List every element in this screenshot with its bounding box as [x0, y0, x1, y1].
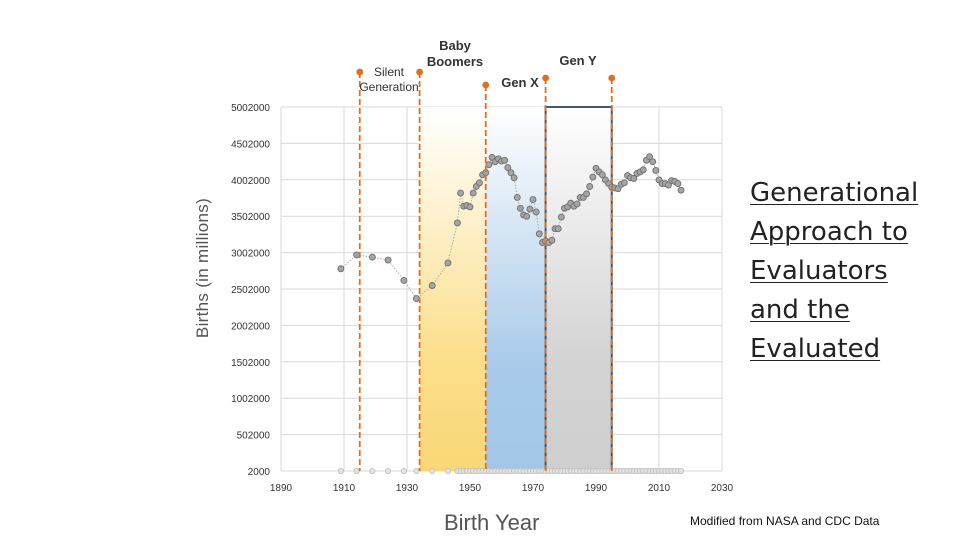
baseline-point [337, 467, 344, 474]
births-point [510, 174, 518, 182]
generation-label: Silent [374, 65, 405, 79]
x-tick-label: 1890 [270, 483, 293, 494]
x-tick-label: 2010 [648, 483, 671, 494]
divider-marker [356, 68, 364, 76]
slide-title-line: Evaluators [750, 256, 888, 286]
gen-x-band [485, 107, 546, 471]
births-point [368, 253, 376, 261]
y-tick-label: 3002000 [231, 249, 270, 260]
slide-title-line: Evaluated [750, 334, 881, 364]
births-point [485, 161, 493, 169]
births-point [554, 225, 562, 233]
births-point [400, 276, 408, 284]
baseline-point [444, 467, 451, 474]
births-point [646, 153, 653, 161]
x-tick-label: 1950 [459, 483, 482, 494]
births-point [677, 186, 685, 194]
baseline-point [413, 467, 420, 474]
births-point [674, 180, 682, 188]
baby-boomers-band [419, 107, 486, 471]
births-point [469, 189, 477, 197]
divider-marker [416, 68, 423, 76]
births-point [586, 183, 594, 190]
x-tick-label: 1970 [522, 483, 545, 494]
births-point [583, 190, 590, 198]
slide-title-line: Generational [750, 178, 919, 208]
y-tick-label: 2002000 [231, 321, 270, 332]
y-tick-label: 4502000 [231, 139, 270, 150]
births-point [516, 204, 524, 212]
baseline-point [678, 467, 685, 474]
baseline-point [429, 467, 436, 474]
births-point [532, 208, 540, 216]
births-point [523, 212, 531, 220]
x-axis-label: Birth Year [444, 510, 540, 535]
births-point [639, 166, 647, 174]
births-point [573, 200, 581, 208]
births-point [428, 282, 436, 289]
births-point [557, 213, 565, 221]
y-tick-label: 502000 [237, 431, 271, 442]
births-point [466, 203, 474, 211]
generation-label: Gen Y [559, 53, 597, 68]
births-point [384, 256, 392, 264]
baseline-point [369, 467, 376, 474]
y-tick-label: 1002000 [231, 394, 270, 405]
data-series [337, 153, 685, 474]
births-point [526, 205, 534, 213]
generation-label: Generation [359, 80, 418, 94]
gen-y-band [544, 106, 613, 472]
births-point [652, 167, 660, 174]
divider-marker [482, 81, 490, 89]
births-point [548, 236, 556, 244]
births-point [507, 169, 515, 177]
y-tick-label: 1502000 [231, 358, 270, 369]
y-axis-label: Births (in millions) [193, 197, 212, 339]
slide-title-line: Approach to [750, 217, 908, 247]
births-point [353, 251, 361, 259]
divider-marker [608, 74, 616, 82]
births-point [589, 173, 597, 181]
births-point [413, 295, 420, 303]
y-tick-label: 2000 [248, 467, 271, 478]
generation-label: Baby [439, 38, 472, 53]
generation-dividers [356, 68, 616, 471]
baseline-point [353, 467, 360, 474]
births-point [535, 230, 543, 238]
births-point [476, 179, 483, 187]
births-point [501, 156, 509, 164]
generation-label: Gen X [501, 75, 539, 90]
divider-marker [542, 74, 549, 82]
births-point [630, 175, 638, 182]
x-tick-label: 1930 [396, 483, 419, 494]
x-tick-label: 1910 [333, 483, 356, 494]
baseline-point [400, 467, 407, 474]
x-tick-label: 1990 [585, 483, 608, 494]
baseline-point [385, 467, 392, 474]
slide-title: Generational Approach to Evaluators and … [750, 174, 950, 369]
births-point [529, 196, 537, 204]
source-footnote: Modified from NASA and CDC Data [690, 514, 880, 528]
births-point [504, 164, 512, 172]
births-point [598, 171, 606, 179]
births-point [620, 179, 628, 187]
generation-bands [419, 106, 613, 472]
generation-label: Boomers [427, 54, 483, 69]
slide-title-line: and the [750, 295, 850, 325]
births-point [337, 265, 345, 273]
births-point [444, 259, 452, 267]
births-point [649, 158, 657, 166]
y-tick-label: 3502000 [231, 212, 270, 223]
y-tick-label: 4002000 [231, 176, 270, 187]
births-point [453, 219, 461, 227]
y-tick-label: 5002000 [231, 103, 270, 114]
y-tick-label: 2502000 [231, 285, 270, 296]
axis-ticks: 2000 502000 1002000 1502000 2002000 2502000 30… [231, 103, 733, 494]
births-point [513, 193, 521, 201]
births-point [457, 189, 464, 197]
x-tick-label: 2030 [711, 483, 734, 494]
